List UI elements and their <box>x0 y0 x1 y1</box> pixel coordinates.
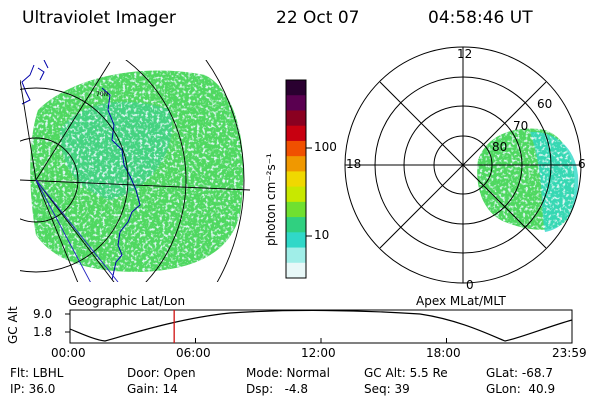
colorbar-band <box>286 171 306 188</box>
polar-grid <box>344 46 582 284</box>
y-tick-9: 9.0 <box>33 307 53 321</box>
date-label: 22 Oct 07 <box>276 8 360 28</box>
x-tick-1200: 12:00 <box>301 346 336 360</box>
altitude-curve <box>69 309 573 342</box>
colorbar <box>286 80 306 279</box>
colorbar-band <box>286 232 306 249</box>
mlat-label-70: 70 <box>513 119 529 133</box>
colorbar-band <box>286 80 306 96</box>
colorbar-tick-100: 100 <box>314 140 337 154</box>
colorbar-band <box>286 125 306 142</box>
colorbar-band <box>286 217 306 233</box>
colorbar-tick-10: 10 <box>314 228 330 242</box>
instrument-title: Ultraviolet Imager <box>22 8 176 28</box>
status-ip: IP: 36.0 <box>10 382 56 396</box>
x-tick-0600: 06:00 <box>176 346 211 360</box>
gc-alt-axis-label: GC Alt <box>6 306 20 344</box>
x-tick-2359: 23:59 <box>552 346 587 360</box>
coastline <box>21 60 141 281</box>
status-glon: GLon: 40.9 <box>486 382 556 396</box>
x-tick-0000: 00:00 <box>51 346 86 360</box>
status-gcalt: GC Alt: 5.5 Re <box>364 366 448 380</box>
aurora-speckle-geo <box>30 70 244 272</box>
status-flt: Flt: LBHL <box>10 366 64 380</box>
x-tick-1800: 18:00 <box>426 346 461 360</box>
status-glat: GLat: -68.7 <box>486 366 553 380</box>
status-mode: Mode: Normal <box>246 366 330 380</box>
mlat-label-80: 80 <box>492 140 508 154</box>
colorbar-band <box>286 140 306 157</box>
svg-text:70N: 70N <box>96 91 108 98</box>
status-dsp: Dsp: -4.8 <box>246 382 309 396</box>
mlat-label-60: 60 <box>537 97 553 111</box>
colorbar-band <box>286 201 306 218</box>
y-tick-1.8: 1.8 <box>33 325 53 339</box>
geo-grid <box>20 60 251 282</box>
mlt-label-18: 18 <box>346 157 362 171</box>
colorbar-band <box>286 156 306 172</box>
geo-panel-label: Geographic Lat/Lon <box>68 294 186 308</box>
status-seq: Seq: 39 <box>364 382 410 396</box>
colorbar-band <box>286 247 306 264</box>
colorbar-unit-label: photon cm⁻²s⁻¹ <box>264 153 278 246</box>
polar-panel-label: Apex MLat/MLT <box>416 294 506 308</box>
status-door: Door: Open <box>127 366 196 380</box>
status-gain: Gain: 14 <box>127 382 178 396</box>
mlt-label-12: 12 <box>457 47 473 61</box>
mlt-label-0: 0 <box>466 278 474 292</box>
colorbar-band <box>286 186 306 203</box>
time-label: 04:58:46 UT <box>428 8 533 28</box>
colorbar-band <box>286 95 306 111</box>
colorbar-band <box>286 262 306 279</box>
mlt-label-6: 6 <box>578 157 586 171</box>
colorbar-band <box>286 110 306 127</box>
